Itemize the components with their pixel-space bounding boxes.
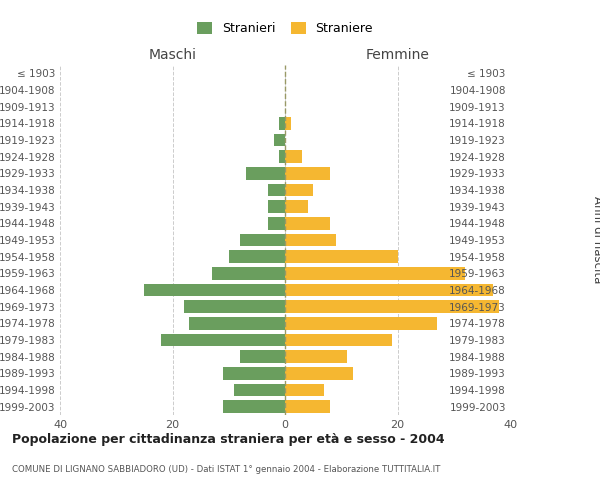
Bar [285, 350, 347, 363]
Bar [145, 284, 285, 296]
Bar [223, 400, 285, 413]
Bar [240, 350, 285, 363]
Bar [229, 250, 285, 263]
Bar [285, 400, 330, 413]
Bar [274, 134, 285, 146]
Bar [285, 184, 313, 196]
Legend: Stranieri, Straniere: Stranieri, Straniere [197, 22, 373, 36]
Bar [268, 200, 285, 213]
Bar [285, 217, 330, 230]
Bar [280, 150, 285, 163]
Bar [285, 250, 398, 263]
Bar [268, 217, 285, 230]
Bar [285, 167, 330, 179]
Bar [285, 334, 392, 346]
Text: COMUNE DI LIGNANO SABBIADORO (UD) - Dati ISTAT 1° gennaio 2004 - Elaborazione TU: COMUNE DI LIGNANO SABBIADORO (UD) - Dati… [12, 466, 440, 474]
Bar [285, 300, 499, 313]
Bar [285, 384, 325, 396]
Bar [280, 117, 285, 130]
Bar [245, 167, 285, 179]
Bar [235, 384, 285, 396]
Bar [190, 317, 285, 330]
Bar [184, 300, 285, 313]
Bar [285, 200, 308, 213]
Bar [268, 184, 285, 196]
Text: Anni di nascita: Anni di nascita [590, 196, 600, 284]
Bar [161, 334, 285, 346]
Bar [285, 367, 353, 380]
Text: Maschi: Maschi [149, 48, 197, 62]
Bar [240, 234, 285, 246]
Text: Popolazione per cittadinanza straniera per età e sesso - 2004: Popolazione per cittadinanza straniera p… [12, 432, 445, 446]
Bar [285, 317, 437, 330]
Bar [285, 117, 290, 130]
Bar [223, 367, 285, 380]
Bar [285, 267, 465, 280]
Text: Femmine: Femmine [365, 48, 430, 62]
Bar [285, 234, 335, 246]
Bar [285, 150, 302, 163]
Bar [212, 267, 285, 280]
Bar [285, 284, 493, 296]
